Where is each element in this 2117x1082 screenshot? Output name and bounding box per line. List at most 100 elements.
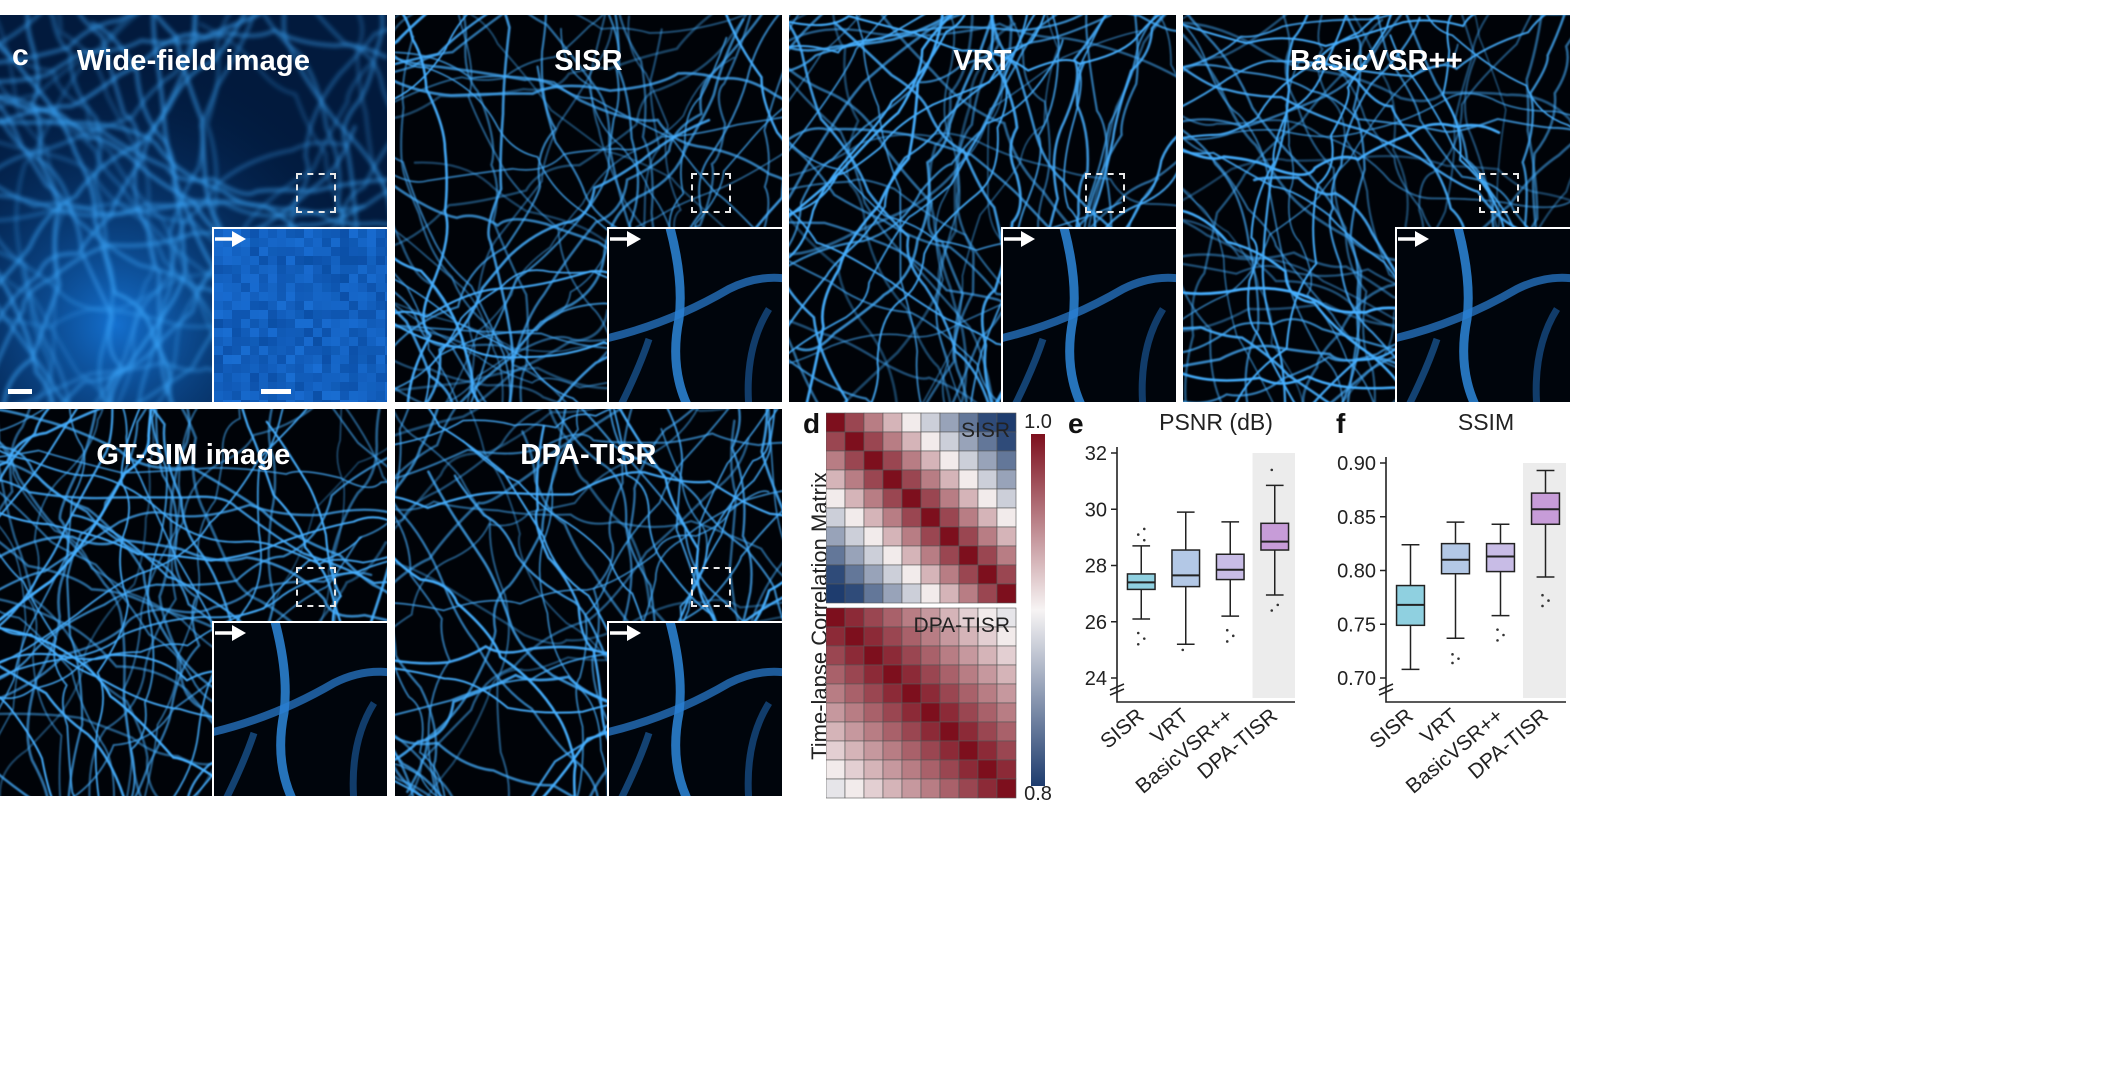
matrix-cell (826, 583, 846, 604)
iqr-box (1485, 542, 1516, 573)
filament (0, 103, 125, 402)
box-sisr (1395, 543, 1426, 671)
filament (395, 257, 480, 402)
arrow-icon (1398, 231, 1429, 247)
matrix-cell (844, 721, 865, 742)
roi-dashed-box (1479, 173, 1519, 213)
matrix-cell (826, 645, 846, 666)
iqr-box (1215, 553, 1245, 581)
matrix-cell (996, 740, 1017, 761)
filament (789, 359, 872, 402)
filament (0, 409, 308, 664)
highlight-band (1252, 453, 1295, 698)
filament (0, 553, 75, 796)
matrix-cell (901, 488, 922, 509)
matrix-cell (882, 450, 903, 471)
colorbar-max-label: 1.0 (1024, 411, 1052, 433)
outlier-point (1276, 603, 1280, 607)
matrix-cell (977, 645, 998, 666)
filament (395, 15, 504, 74)
filament (395, 636, 442, 796)
axes (1116, 447, 1295, 703)
matrix-cell (920, 507, 941, 528)
filament (66, 409, 148, 796)
filament (789, 15, 1112, 248)
matrix-cell (901, 431, 922, 452)
filament (789, 319, 978, 402)
matrix-cell (920, 778, 941, 799)
filament (395, 557, 577, 796)
matrix-cell (901, 702, 922, 723)
matrix-cell (920, 645, 941, 666)
filament (332, 409, 387, 468)
matrix-cell (996, 564, 1017, 585)
matrix-cell (920, 721, 941, 742)
matrix-cell (939, 740, 960, 761)
sisr-image-panel: SISR (395, 15, 782, 402)
matrix-cell (939, 702, 960, 723)
y-tick-label: 24 (1085, 668, 1107, 690)
filament (980, 15, 1022, 402)
filament (0, 193, 387, 226)
matrix-cell (958, 721, 979, 742)
matrix-cell (920, 759, 941, 780)
axes (1385, 457, 1566, 703)
matrix-cell (920, 545, 941, 566)
matrix-cell (863, 759, 884, 780)
y-tick-label: 0.90 (1337, 453, 1376, 475)
matrix-cell (901, 564, 922, 585)
filament (395, 15, 468, 100)
matrix-cell (844, 545, 865, 566)
matrix-cell (844, 412, 865, 433)
matrix-cell (882, 526, 903, 547)
filament (395, 409, 480, 437)
matrix-cell (920, 488, 941, 509)
matrix-cell (939, 564, 960, 585)
matrix-cell (939, 778, 960, 799)
gt-sim-image-panel: GT-SIM image (0, 409, 387, 796)
colorbar-min-label: 0.8 (1024, 783, 1052, 800)
filament (0, 479, 387, 585)
matrix-cell (996, 526, 1017, 547)
matrix-cell (996, 507, 1017, 528)
outlier-point (1142, 527, 1146, 531)
filament (1183, 122, 1501, 177)
arrow-icon (215, 625, 246, 641)
colorbar (1031, 434, 1045, 786)
zoom-inset (212, 227, 387, 402)
inset-image (1003, 229, 1176, 402)
microscopy-image (395, 409, 782, 796)
filament (0, 275, 55, 402)
image-title: VRT (953, 45, 1012, 77)
matrix-cell (826, 778, 846, 799)
matrix-cell (826, 759, 846, 780)
filament (789, 140, 1123, 251)
matrix-cell (863, 545, 884, 566)
matrix-cell (901, 412, 922, 433)
matrix-cell (844, 740, 865, 761)
matrix-cell (939, 488, 960, 509)
zoom-inset (1001, 227, 1176, 402)
matrix-cell (901, 645, 922, 666)
filament (90, 21, 188, 402)
filament (0, 696, 53, 796)
filament (1183, 15, 1403, 129)
matrix-cell (958, 702, 979, 723)
filament (1183, 286, 1223, 402)
filament (725, 15, 782, 141)
psnr-box-chart: PSNR (dB)2426283032SISRVRTBasicVSR++DPA-… (1085, 409, 1295, 798)
matrix-cell (920, 740, 941, 761)
inset-scale-bar (261, 389, 291, 394)
matrix-cell (958, 683, 979, 704)
filament (0, 409, 50, 482)
filament (789, 15, 888, 152)
matrix-cell (882, 626, 903, 647)
matrix-cell (958, 488, 979, 509)
filament (789, 15, 1161, 72)
image-title: GT-SIM image (96, 439, 291, 471)
matrix-cell (996, 469, 1017, 490)
inset-image (609, 623, 782, 796)
filament (0, 15, 135, 64)
box-basicvsr- (1485, 523, 1516, 642)
filament (122, 409, 198, 796)
